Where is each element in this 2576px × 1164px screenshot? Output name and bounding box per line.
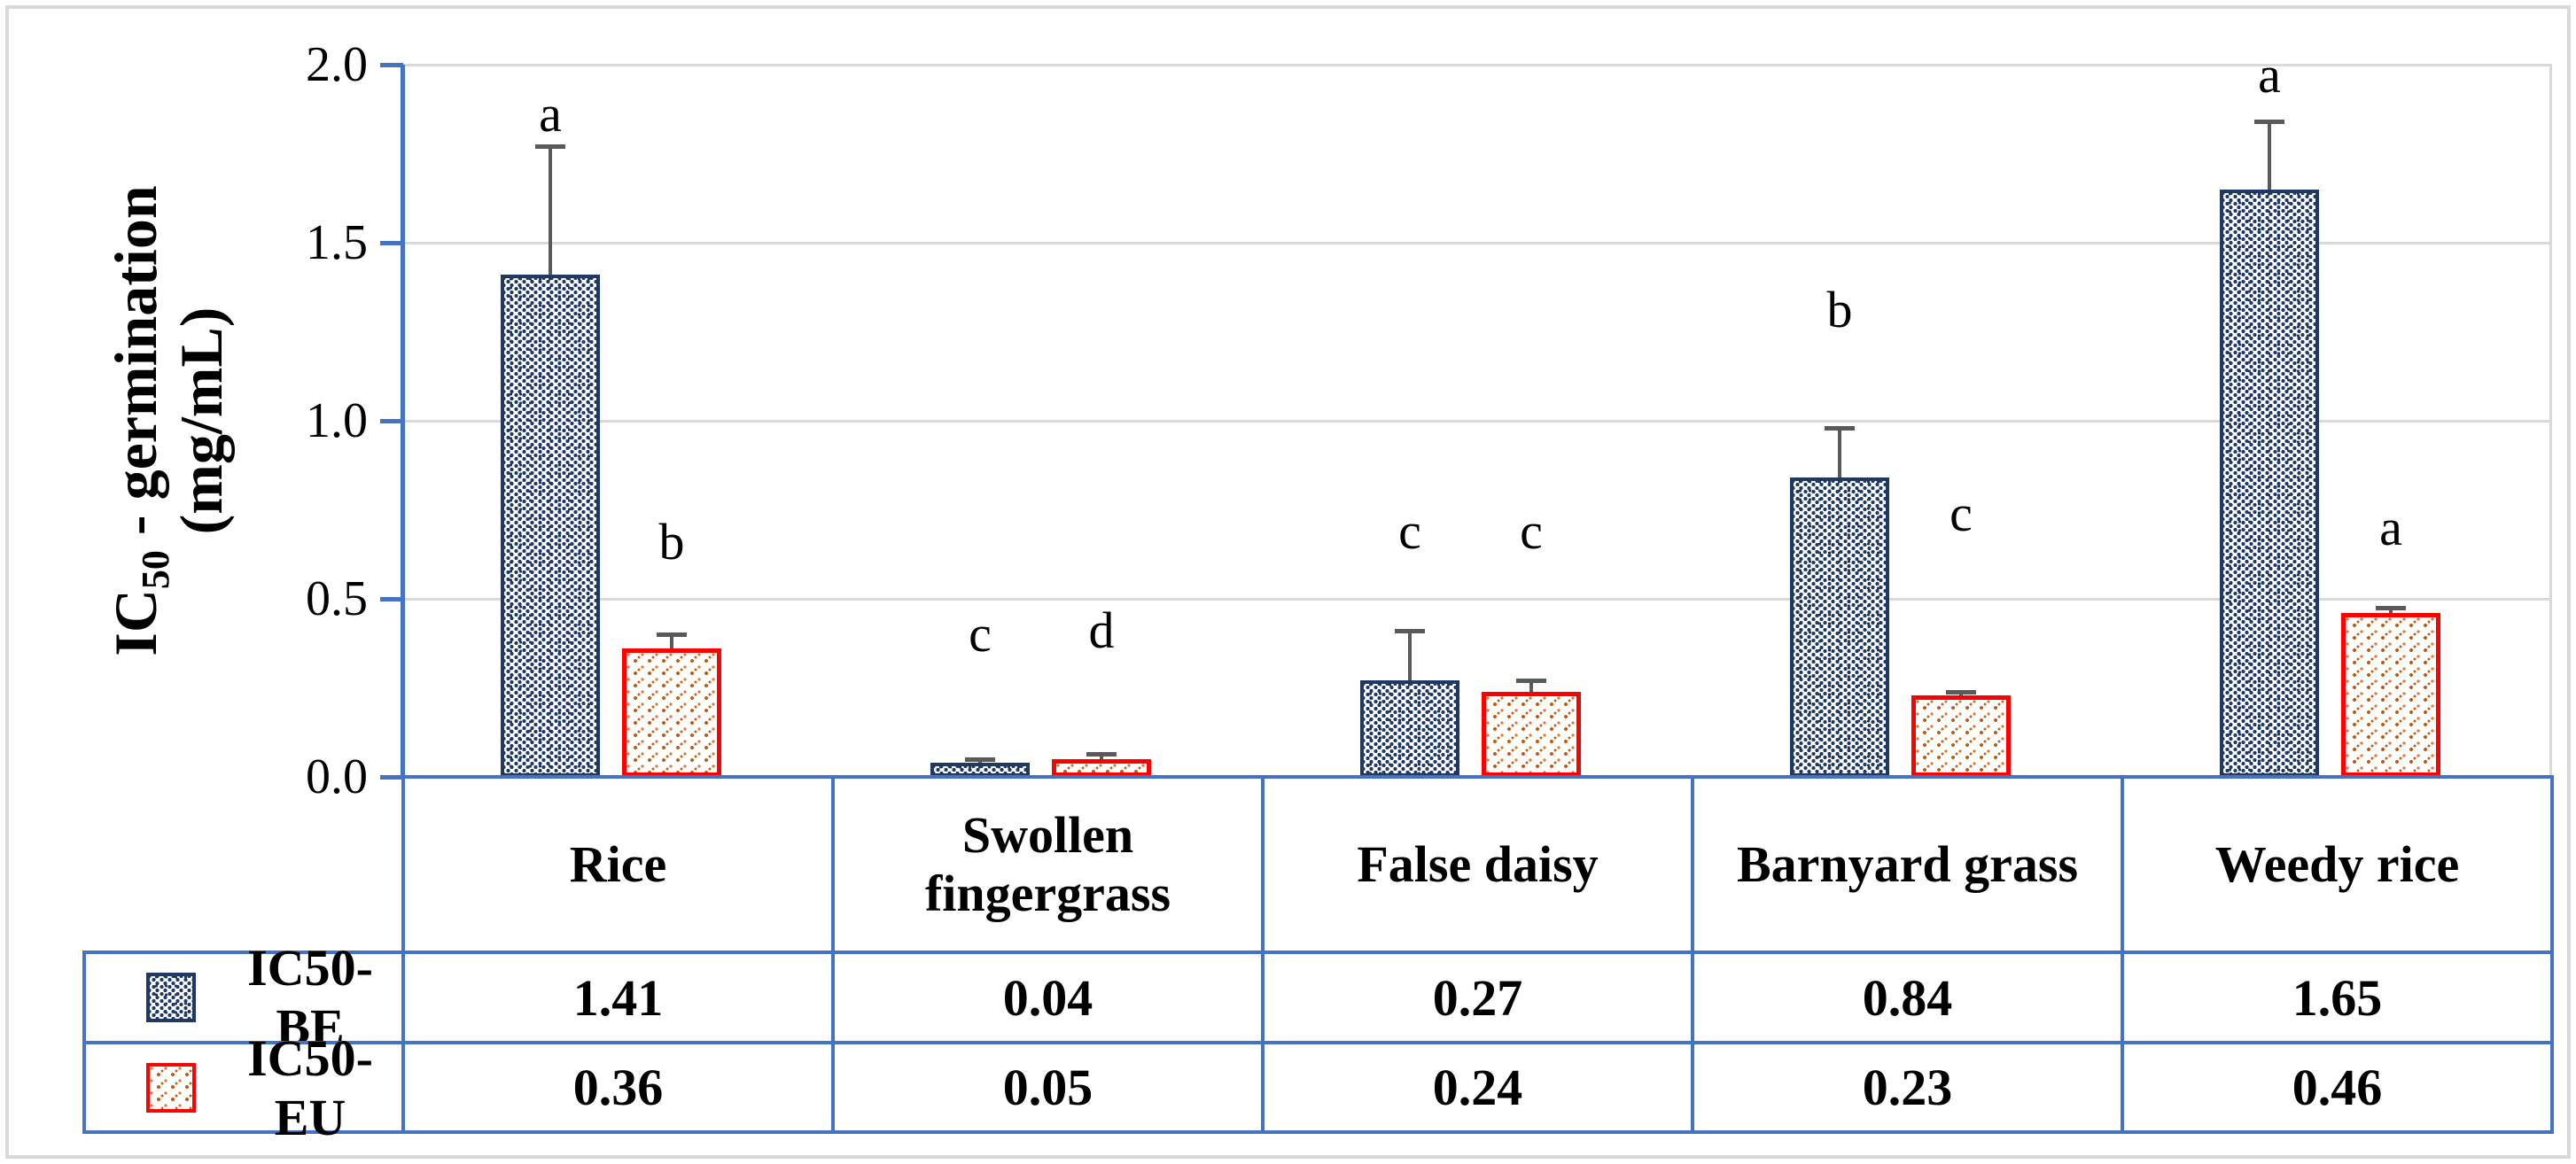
value-text: 0.05 (1002, 1059, 1093, 1116)
category-cell-1: Swollen fingergrass (831, 775, 1265, 954)
category-cell-4: Weedy rice (2121, 775, 2554, 954)
value-cell-eu-3: 0.23 (1691, 1041, 2124, 1134)
error-bar-be-2 (1408, 631, 1412, 681)
error-bar-be-4 (2268, 121, 2271, 190)
significance-letter-eu-4: a (2379, 498, 2402, 556)
value-cell-be-4: 1.65 (2121, 951, 2554, 1044)
y-axis-tick-label: 1.0 (306, 393, 368, 448)
legend-label-be: IC50-BE (247, 939, 373, 1056)
legend-cell-eu: IC50-EU (82, 1029, 405, 1146)
value-text: 0.27 (1432, 968, 1523, 1027)
value-text: 0.24 (1432, 1059, 1523, 1116)
y-axis-tick (380, 775, 403, 780)
category-label: Swollen fingergrass (924, 806, 1171, 922)
value-text: 0.36 (572, 1059, 664, 1116)
error-cap-eu-2 (1516, 679, 1546, 684)
navy-dotted-pattern-swatch (146, 973, 196, 1022)
value-cell-be-3: 0.84 (1691, 951, 2124, 1044)
value-cell-eu-0: 0.36 (401, 1041, 835, 1134)
bar-eu-4 (2341, 613, 2440, 777)
significance-letter-eu-2: c (1520, 501, 1543, 560)
category-cell-2: False daisy (1261, 775, 1694, 954)
value-text: 0.04 (1002, 968, 1093, 1027)
significance-letter-eu-1: d (1088, 601, 1115, 660)
significance-letter-be-3: b (1826, 281, 1853, 339)
bar-be-4 (2220, 189, 2319, 777)
bar-be-1 (930, 762, 1030, 777)
error-bar-be-0 (549, 146, 552, 275)
error-bar-be-3 (1838, 428, 1841, 478)
bar-be-2 (1360, 680, 1459, 777)
y-axis-tick-label: 0.0 (306, 749, 368, 804)
y-axis-tick (380, 63, 403, 67)
significance-letter-eu-0: b (658, 512, 685, 570)
value-cell-eu-1: 0.05 (831, 1041, 1265, 1134)
category-cell-3: Barnyard grass (1691, 775, 2124, 954)
error-cap-eu-3 (1946, 689, 1976, 695)
bar-be-0 (501, 275, 600, 777)
bar-eu-2 (1482, 691, 1581, 777)
error-cap-be-0 (535, 144, 565, 150)
value-text: 0.84 (1862, 968, 1953, 1027)
gridline (403, 598, 2552, 601)
gridline (403, 242, 2552, 244)
error-cap-be-3 (1825, 426, 1855, 431)
error-cap-eu-1 (1086, 751, 1117, 757)
category-label: Weedy rice (2214, 835, 2460, 893)
error-bar-eu-1 (1100, 753, 1103, 759)
significance-letter-be-4: a (2258, 46, 2281, 105)
significance-letter-eu-3: c (1950, 484, 1973, 542)
error-bar-eu-2 (1529, 680, 1533, 692)
y-axis-tick (380, 241, 403, 245)
bar-eu-0 (622, 648, 721, 777)
value-text: 1.41 (572, 968, 664, 1027)
value-cell-eu-2: 0.24 (1261, 1041, 1694, 1134)
y-axis-tick-label: 1.5 (306, 215, 368, 270)
significance-letter-be-0: a (539, 85, 562, 144)
value-cell-be-1: 0.04 (831, 951, 1265, 1044)
error-bar-eu-0 (670, 634, 673, 649)
significance-letter-be-1: c (969, 605, 992, 663)
value-text: 0.23 (1862, 1059, 1953, 1116)
red-orange-speckled-pattern-swatch (146, 1062, 196, 1113)
error-cap-eu-4 (2376, 606, 2406, 611)
plot-right-border (2549, 65, 2552, 777)
value-cell-be-0: 1.41 (401, 951, 835, 1044)
error-cap-eu-0 (657, 632, 687, 638)
value-text: 0.46 (2292, 1059, 2383, 1116)
bar-be-3 (1790, 477, 1889, 777)
category-label: Barnyard grass (1736, 835, 2079, 893)
error-cap-be-2 (1395, 629, 1425, 634)
category-label: False daisy (1357, 835, 1599, 893)
y-axis-tick-label: 0.5 (306, 571, 368, 626)
category-cell-0: Rice (401, 775, 835, 954)
value-cell-be-2: 0.27 (1261, 951, 1694, 1044)
bar-eu-1 (1052, 758, 1151, 777)
gridline (403, 420, 2552, 423)
error-bar-eu-4 (2389, 608, 2393, 614)
gridline (403, 64, 2552, 66)
y-axis-tick (380, 419, 403, 423)
significance-letter-be-2: c (1398, 501, 1421, 560)
error-cap-be-1 (965, 757, 995, 762)
legend-label-eu: IC50-EU (247, 1028, 373, 1146)
value-cell-eu-4: 0.46 (2121, 1041, 2554, 1134)
category-label: Rice (569, 835, 667, 893)
bar-eu-3 (1911, 695, 2011, 777)
error-cap-be-4 (2254, 120, 2284, 125)
y-axis-tick-label: 2.0 (306, 37, 368, 92)
value-text: 1.65 (2292, 968, 2383, 1027)
y-axis-tick (380, 597, 403, 601)
